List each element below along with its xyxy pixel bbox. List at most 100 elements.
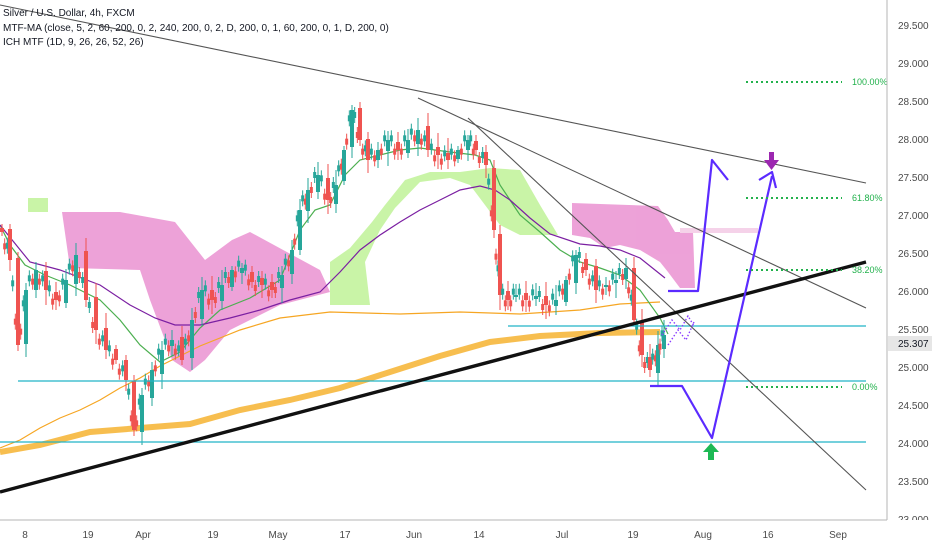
candle-body <box>481 152 485 158</box>
candle-body <box>331 182 335 188</box>
candle-body <box>587 278 591 285</box>
candle-body <box>350 110 354 147</box>
ma-gold-step <box>0 301 661 449</box>
candle-body <box>581 267 585 273</box>
candle-body <box>167 345 171 352</box>
trendline-fan-2 <box>467 117 867 491</box>
y-tick-label: 25.500 <box>898 325 929 336</box>
candle-body <box>627 287 631 294</box>
candle-body <box>531 289 535 296</box>
y-tick-label: 29.000 <box>898 59 929 70</box>
y-tick-label: 27.500 <box>898 173 929 184</box>
y-tick-label: 24.500 <box>898 401 929 412</box>
ma-gold-thick <box>0 329 661 455</box>
candle-body <box>584 259 588 270</box>
candle-body <box>313 172 317 178</box>
candle-body <box>37 278 41 285</box>
candle-body <box>347 115 351 122</box>
candle-body <box>94 297 98 330</box>
candle-body <box>67 263 71 270</box>
candle-body <box>662 335 666 349</box>
candle-body <box>260 278 264 285</box>
candle-body <box>511 288 515 295</box>
candle-body <box>363 145 367 152</box>
candle-body <box>653 355 657 362</box>
x-tick-label: 19 <box>627 530 639 541</box>
projection-lower-head <box>758 170 778 189</box>
candle-body <box>5 242 9 249</box>
candle-body <box>416 130 420 144</box>
candle-body <box>355 132 359 138</box>
x-tick-label: 19 <box>207 530 219 541</box>
candle-body <box>197 292 201 298</box>
candle-body <box>517 288 521 295</box>
candle-body <box>44 271 48 290</box>
candle-body <box>506 291 510 300</box>
candle-body <box>541 304 545 310</box>
chart-header: Silver / U.S. Dollar, 4h, FXCM MTF-MA (c… <box>3 8 389 48</box>
projection-path <box>650 158 778 440</box>
candle-body <box>484 152 488 165</box>
candle-body <box>453 155 457 162</box>
candle-body <box>629 294 633 301</box>
candle-body <box>551 293 555 300</box>
candle-body <box>27 275 31 282</box>
candle-body <box>303 198 307 205</box>
candle-body <box>337 165 341 172</box>
candle-body <box>456 150 460 159</box>
candle-body <box>389 135 393 142</box>
candle-body <box>187 335 191 342</box>
y-tick-label: 29.500 <box>898 21 929 32</box>
y-tick-label: 28.000 <box>898 135 929 146</box>
candle-body <box>640 321 644 355</box>
y-tick-label: 23.500 <box>898 477 929 488</box>
candle-body <box>459 148 463 155</box>
candle-body <box>61 278 65 285</box>
candle-body <box>399 148 403 155</box>
candle-body <box>624 268 628 279</box>
candle-body <box>463 135 467 142</box>
y-tick-label: 28.500 <box>898 97 929 108</box>
candle-body <box>150 370 154 398</box>
price-axis: 29.500 29.000 28.500 28.000 27.500 27.000 26.5… <box>886 0 932 526</box>
candle-body <box>253 285 257 291</box>
candle-body <box>157 348 161 355</box>
candle-body <box>537 291 541 297</box>
candle-body <box>71 265 75 272</box>
candle-body <box>223 272 227 278</box>
candle-body <box>3 243 7 250</box>
candle-body <box>77 272 81 278</box>
support-levels <box>0 325 866 443</box>
candle-body <box>339 163 343 170</box>
candle-body <box>91 322 95 328</box>
candle-body <box>129 415 133 422</box>
ma-purple <box>0 185 666 326</box>
moving-averages <box>0 147 669 455</box>
candle-body <box>514 295 518 297</box>
x-tick-label: 14 <box>473 530 485 541</box>
candle-body <box>0 228 4 232</box>
candle-body <box>287 260 291 267</box>
candle-body <box>101 335 105 342</box>
candle-body <box>474 141 478 150</box>
candle-body <box>140 395 144 432</box>
y-tick-label: 25.000 <box>898 363 929 374</box>
candle-body <box>607 285 611 292</box>
candle-body <box>13 318 17 325</box>
candle-body <box>283 258 287 265</box>
candle-body <box>301 195 305 202</box>
candle-body <box>527 300 531 307</box>
candle-body <box>21 300 25 307</box>
candle-body <box>597 280 601 287</box>
candle-body <box>263 278 267 285</box>
candle-body <box>373 155 377 162</box>
candle-body <box>406 140 410 153</box>
candle-body <box>227 277 231 283</box>
candle-body <box>567 273 571 280</box>
fib-label-100: 100.00% <box>852 77 888 87</box>
candle-body <box>319 175 323 182</box>
candle-body <box>433 155 437 162</box>
candle-body <box>16 258 20 345</box>
candle-body <box>658 343 662 350</box>
candle-body <box>376 150 380 160</box>
